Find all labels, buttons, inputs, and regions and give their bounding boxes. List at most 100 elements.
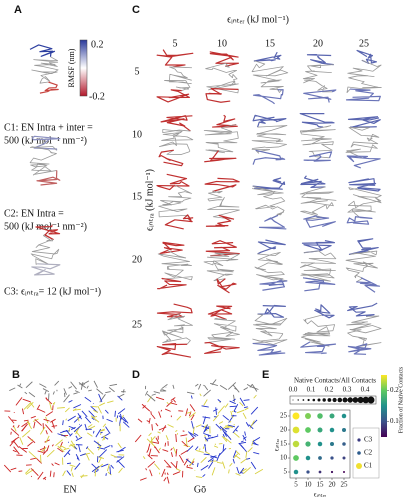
top-tick-label: 0.3 <box>343 386 352 394</box>
data-point <box>341 413 347 419</box>
structure-mesh <box>74 429 81 438</box>
colorbar-tick-label: 0.1 <box>390 417 399 425</box>
protein-trace <box>259 279 288 291</box>
structure-mesh <box>239 467 245 475</box>
structure-mesh <box>65 418 68 421</box>
protein-trace <box>252 342 286 356</box>
structure-mesh <box>68 386 73 389</box>
structure-mesh <box>22 398 31 403</box>
structure-mesh <box>167 424 174 428</box>
structure-mesh <box>170 461 178 469</box>
protein-trace <box>205 214 235 227</box>
structure-mesh <box>211 459 214 462</box>
protein-trace <box>347 187 382 218</box>
protein-trace <box>156 277 187 290</box>
structure-mesh <box>196 450 204 453</box>
structure-mesh <box>55 439 63 447</box>
structure-mesh <box>146 393 156 402</box>
structure-mesh <box>80 475 88 477</box>
structure-mesh <box>224 403 229 408</box>
structure-mesh <box>52 402 55 405</box>
structure-mesh <box>250 386 259 390</box>
row-label: 15 <box>132 191 142 202</box>
structure-mesh <box>27 421 32 430</box>
structure-mesh <box>57 433 66 437</box>
structure-mesh <box>84 416 92 424</box>
protein-trace <box>251 60 289 93</box>
structure-mesh <box>24 391 28 395</box>
structure-mesh <box>17 424 20 429</box>
structure-mesh <box>169 402 172 405</box>
size-legend-dot <box>327 398 332 402</box>
protein-trace <box>251 185 286 220</box>
protein-trace <box>251 125 288 154</box>
structure-mesh <box>37 471 44 480</box>
protein-trace <box>257 239 286 255</box>
structure-mesh <box>117 459 125 468</box>
structure-mesh <box>106 463 110 472</box>
structure-mesh <box>91 463 99 471</box>
structure-mesh <box>70 381 77 390</box>
structure-mesh <box>202 446 205 449</box>
structure-mesh <box>88 410 96 418</box>
structure-mesh <box>242 466 251 475</box>
x-tick-label: 5 <box>294 481 298 489</box>
protein-trace <box>36 170 61 186</box>
protein-trace <box>160 115 193 132</box>
structure-mesh <box>57 447 64 453</box>
structure-mesh <box>110 454 118 458</box>
structure-mesh <box>175 429 178 433</box>
structure-mesh <box>91 417 95 421</box>
protein-trace <box>205 62 239 94</box>
structure-mesh <box>25 381 33 389</box>
structure-mesh <box>59 430 68 434</box>
y-tick-label: 5 <box>284 468 288 476</box>
structure-mesh <box>210 455 217 458</box>
structure-mesh <box>13 426 17 432</box>
structure-mesh <box>44 439 50 443</box>
structure-mesh <box>155 422 159 427</box>
structure-mesh <box>93 409 99 413</box>
fraction-colorbar <box>381 375 387 437</box>
structure-mesh <box>253 394 257 399</box>
structure-mesh <box>87 424 93 428</box>
legend-label: C1 <box>364 462 373 470</box>
structure-mesh <box>158 447 162 451</box>
structure-mesh <box>203 424 208 429</box>
structure-mesh <box>43 446 45 454</box>
structure-mesh <box>73 404 82 409</box>
structure-mesh <box>198 383 202 390</box>
structure-mesh <box>186 391 195 395</box>
structure-mesh <box>195 424 202 428</box>
structure-mesh <box>166 401 169 405</box>
protein-trace <box>300 175 326 189</box>
structure-mesh <box>43 418 50 422</box>
protein-trace <box>204 317 240 344</box>
structure-mesh <box>97 456 105 460</box>
data-point <box>317 427 323 433</box>
protein-trace <box>252 114 287 128</box>
structure-mesh <box>228 469 230 474</box>
protein-trace <box>159 241 185 255</box>
structure-mesh <box>236 466 240 474</box>
structure-mesh <box>243 387 249 391</box>
structure-mesh <box>202 416 207 425</box>
structure-mesh <box>70 466 73 472</box>
top-tick-label: 0.4 <box>361 386 370 394</box>
protein-trace <box>345 88 381 102</box>
structure-mesh <box>155 396 165 401</box>
structure-mesh <box>63 449 71 458</box>
structure-mesh <box>117 408 126 415</box>
colorbar-tick-label: 0.2 <box>390 386 399 394</box>
structure-mesh <box>49 402 52 411</box>
structure-mesh <box>109 383 118 387</box>
structure-mesh <box>147 443 151 450</box>
structure-mesh <box>51 444 54 447</box>
structure-mesh <box>60 441 63 447</box>
structure-mesh <box>154 445 160 454</box>
structure-mesh <box>21 423 28 432</box>
structure-mesh <box>95 463 104 471</box>
protein-trace <box>156 173 190 191</box>
structure-mesh <box>19 437 24 445</box>
protein-trace <box>301 314 336 347</box>
